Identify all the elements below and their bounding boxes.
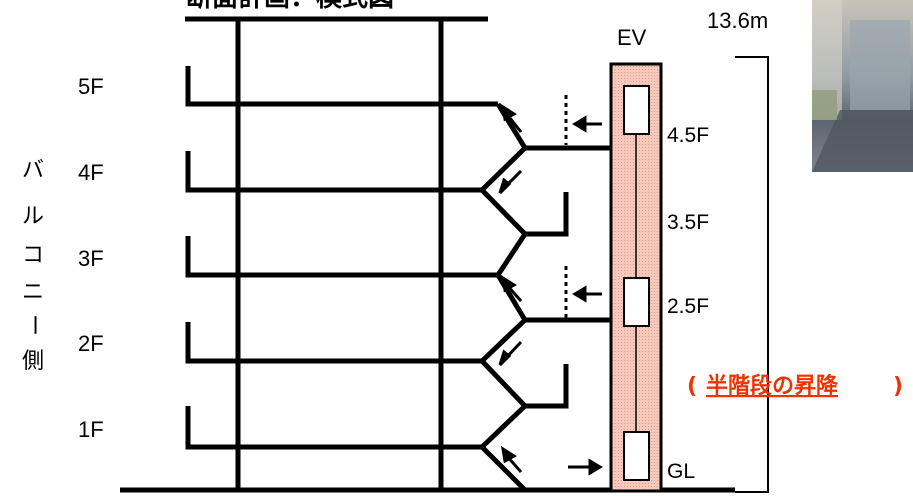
floor-label-2f: 2F xyxy=(78,331,104,356)
svg-text:ル: ル xyxy=(22,204,44,229)
note-open-paren: ( xyxy=(687,374,697,399)
arrow-up-3f xyxy=(500,274,523,302)
stop-label-2-5f: 2.5F xyxy=(667,295,709,318)
elevator-shaft xyxy=(609,62,663,493)
arrow-down-2f xyxy=(498,340,523,367)
floor-slab-2f xyxy=(185,322,482,364)
building-photo xyxy=(812,0,913,172)
svg-text:バ: バ xyxy=(22,158,44,183)
elevator-car-4-5f xyxy=(623,85,650,135)
height-bracket xyxy=(735,56,769,493)
elevator-car-2-5f xyxy=(623,277,650,327)
floor-slab-3f xyxy=(185,236,498,278)
ramp-4f xyxy=(480,146,527,192)
floor-slab-5f xyxy=(185,66,498,107)
svg-text:ー: ー xyxy=(21,314,46,336)
stop-label-gl: GL xyxy=(667,460,695,483)
stop-label-4-5f: 4.5F xyxy=(667,124,709,147)
height-label: 13.6m xyxy=(707,8,768,33)
floor-label-4f: 4F xyxy=(78,160,104,185)
building-structure xyxy=(120,16,735,493)
ramp-3f xyxy=(495,232,528,277)
arrow-left-4-5f xyxy=(572,115,602,133)
svg-text:コ: コ xyxy=(22,243,44,268)
arrow-down-4f xyxy=(498,169,523,195)
elevator-car-gl xyxy=(623,431,650,481)
arrow-left-2-5f xyxy=(572,285,602,303)
arrow-up-5f xyxy=(500,103,523,133)
floor-label-5f: 5F xyxy=(78,74,104,99)
half-level-3-5 xyxy=(480,188,569,237)
diagram-title: 断面計画：模式図 xyxy=(186,0,394,12)
half-level-note: ( 半階段の昇降 ) xyxy=(687,373,903,399)
ev-label: EV xyxy=(617,25,647,50)
balcony-side-label: バ ル コ ニ ー 側 xyxy=(21,158,46,374)
arrow-up-1f xyxy=(500,445,523,473)
ramp-gl xyxy=(480,445,527,492)
ramp-2f xyxy=(480,318,527,363)
ramp-1f xyxy=(480,404,527,449)
svg-text:ニ: ニ xyxy=(22,280,44,305)
stop-label-3-5f: 3.5F xyxy=(667,211,709,234)
floor-slab-4f xyxy=(185,151,482,193)
circulation-arrows xyxy=(498,103,603,476)
floor-label-3f: 3F xyxy=(78,246,104,271)
half-level-2-5 xyxy=(495,273,611,323)
floor-label-1f: 1F xyxy=(78,417,104,442)
note-close-paren: ) xyxy=(893,374,903,399)
note-text: 半階段の昇降 xyxy=(706,373,839,399)
svg-text:側: 側 xyxy=(22,349,44,374)
floor-slab-1f xyxy=(185,406,482,450)
half-level-1-5 xyxy=(480,359,569,409)
arrow-right-gl xyxy=(568,458,603,476)
